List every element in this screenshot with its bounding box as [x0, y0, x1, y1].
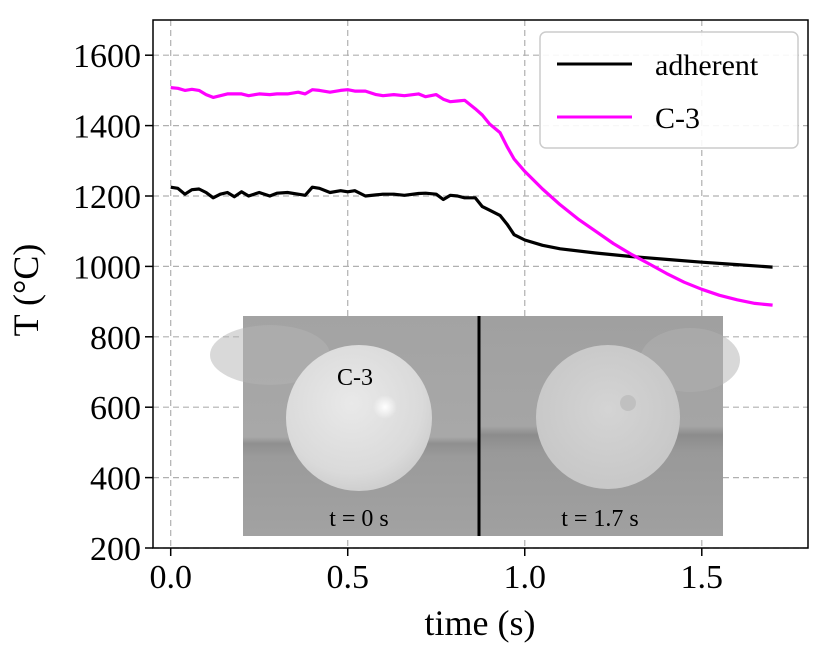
inset-caption-left: t = 0 s	[329, 506, 389, 532]
inset-sample-label: C-3	[337, 365, 373, 391]
legend: adherent C-3	[539, 31, 799, 149]
series-line-adherent	[170, 185, 773, 269]
y-tick-label: 400	[90, 461, 141, 498]
hotspot	[373, 395, 397, 419]
x-tick-label: 0.5	[326, 559, 369, 596]
x-tick-label: 0.0	[149, 559, 192, 596]
inset-image: C-3 t = 0 s t = 1.7 s	[210, 316, 740, 536]
legend-label-adherent: adherent	[655, 49, 759, 82]
y-tick-label: 200	[90, 531, 141, 568]
series-line-c-3	[170, 86, 773, 307]
y-tick-label: 800	[90, 320, 141, 357]
y-tick-label: 1400	[73, 109, 141, 146]
x-axis-label: time (s)	[425, 603, 536, 643]
legend-box	[539, 31, 799, 149]
x-tick-label: 1.0	[504, 559, 547, 596]
y-tick-label: 1600	[73, 38, 141, 75]
tick-layer: 0.0 0.5 1.0 1.5 200 400 600 800 1000 1200 1400 1600	[73, 38, 723, 596]
x-tick-label: 1.5	[681, 559, 724, 596]
sphere-t17	[536, 345, 680, 489]
series-layer	[170, 86, 773, 307]
y-tick-label: 1200	[73, 179, 141, 216]
plot-frame	[152, 19, 809, 549]
legend-label-c3: C-3	[655, 102, 700, 135]
inset-caption-right: t = 1.7 s	[561, 506, 639, 532]
y-tick-label: 600	[90, 390, 141, 427]
y-axis-label: T (°C)	[6, 244, 46, 337]
dark-spot	[620, 395, 636, 411]
sphere-t0	[286, 345, 432, 491]
y-tick-label: 1000	[73, 249, 141, 286]
inset-background-blob	[210, 325, 330, 385]
